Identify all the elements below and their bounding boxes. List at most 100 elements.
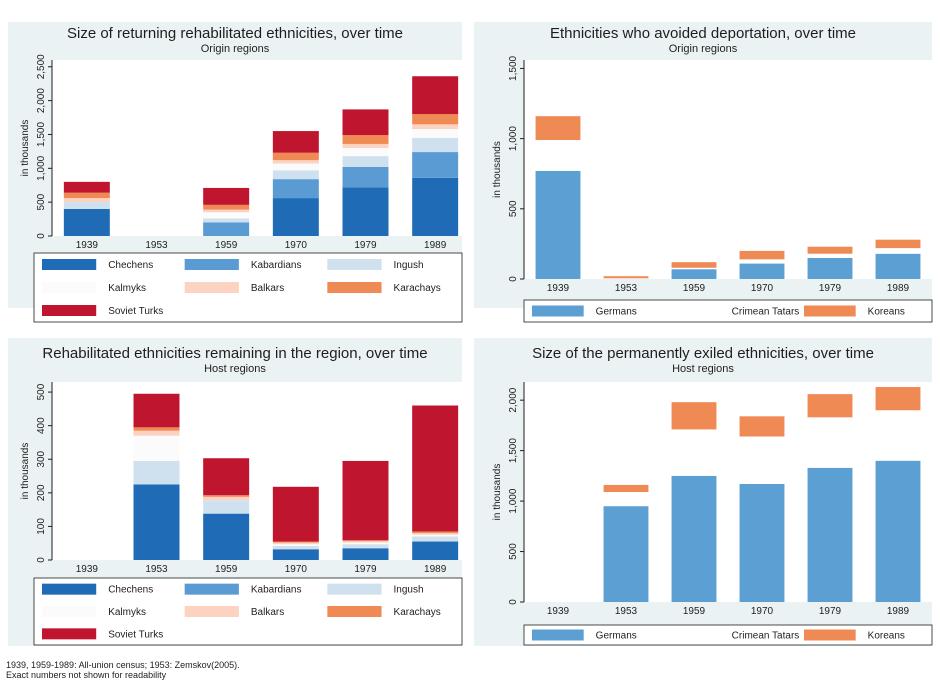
- bar-crimean-tatars-1959: [671, 267, 717, 270]
- bar-soviet-turks-1979: [342, 109, 389, 136]
- y-axis-label: in thousands: [20, 120, 31, 177]
- y-tick-label: 400: [36, 417, 47, 434]
- x-tick-label: 1953: [145, 564, 168, 575]
- y-tick-label: 1,000: [508, 488, 519, 513]
- bar-koreans-1959: [671, 402, 717, 430]
- bar-koreans-1959: [671, 262, 717, 268]
- y-tick-label: 500: [36, 383, 47, 400]
- legend-swatch-karachays: [327, 282, 382, 293]
- legend-box: [33, 252, 463, 323]
- bar-chechens-1989: [412, 177, 459, 236]
- x-tick-label: 1979: [354, 564, 377, 575]
- bar-crimean-tatars-1953: [603, 278, 649, 279]
- legend-label-kabardians: Kabardians: [251, 585, 302, 596]
- legend-label-balkars: Balkars: [251, 283, 284, 294]
- bar-balkars-1959: [203, 209, 250, 213]
- bar-chechens-1989: [412, 541, 459, 560]
- legend-box: [33, 577, 463, 646]
- y-tick-label: 2,000: [508, 387, 519, 412]
- legend-label-balkars: Balkars: [251, 607, 284, 618]
- legend-label-ingush: Ingush: [394, 585, 424, 596]
- bar-crimean-tatars-1959: [671, 429, 717, 476]
- bar-ingush-1989: [412, 536, 459, 542]
- bar-crimean-tatars-1970: [739, 436, 785, 484]
- x-tick-label: 1970: [285, 240, 308, 251]
- bar-koreans-1953: [603, 276, 649, 279]
- readability-note: Exact numbers not shown for readability: [6, 670, 167, 680]
- bar-germans-1953: [603, 506, 649, 602]
- bar-chechens-1970: [272, 549, 319, 560]
- bar-germans-1970: [739, 483, 785, 602]
- legend-swatch-soviet-turks: [42, 628, 97, 640]
- plot-area: [52, 382, 470, 560]
- legend-swatch-balkars: [184, 282, 239, 293]
- bar-soviet-turks-1959: [203, 187, 250, 205]
- bar-koreans-1970: [739, 416, 785, 437]
- bar-balkars-1953: [133, 430, 180, 436]
- legend-swatch-soviet-turks: [42, 305, 97, 316]
- bar-soviet-turks-1979: [342, 460, 389, 541]
- x-tick-label: 1989: [887, 283, 910, 294]
- bar-kabardians-1970: [272, 179, 319, 199]
- bar-balkars-1979: [342, 541, 389, 543]
- chart-title: Size of returning rehabilitated ethnicit…: [67, 25, 403, 42]
- bar-karachays-1979: [342, 540, 389, 542]
- bar-kalmyks-1953: [133, 435, 180, 461]
- panel-permanently-exiled: Size of the permanently exiled ethniciti…: [474, 338, 933, 646]
- legend-swatch-germans: [532, 629, 584, 641]
- bar-kalmyks-1989: [412, 129, 459, 138]
- x-tick-label: 1979: [819, 606, 842, 617]
- bar-kalmyks-1989: [412, 534, 459, 537]
- x-tick-label: 1939: [547, 283, 570, 294]
- x-tick-label: 1979: [354, 240, 377, 251]
- bar-kalmyks-1970: [272, 163, 319, 171]
- bar-crimean-tatars-1989: [875, 248, 921, 254]
- bar-germans-1939: [535, 170, 581, 279]
- x-tick-label: 1959: [683, 606, 706, 617]
- bar-ingush-1939: [63, 202, 110, 209]
- x-tick-label: 1959: [215, 564, 238, 575]
- legend-swatch-kabardians: [184, 259, 239, 270]
- legend-label-crimean-tatars: Crimean Tatars: [732, 307, 800, 318]
- legend-swatch-kalmyks: [42, 282, 97, 293]
- bar-germans-1979: [807, 257, 853, 279]
- y-axis-label: in thousands: [20, 443, 31, 500]
- x-tick-label: 1989: [424, 240, 447, 251]
- legend-label-soviet-turks: Soviet Turks: [108, 629, 163, 640]
- y-tick-label: 1,500: [508, 438, 519, 463]
- bar-soviet-turks-1970: [272, 131, 319, 153]
- plot-area: [524, 382, 932, 602]
- bar-karachays-1989: [412, 531, 459, 534]
- x-tick-label: 1970: [285, 564, 308, 575]
- legend-swatch-crimean-tatars: [668, 305, 720, 317]
- plot-area: [524, 60, 932, 279]
- legend-swatch-koreans: [804, 305, 856, 317]
- bar-crimean-tatars-1979: [807, 417, 853, 468]
- bar-koreans-1939: [535, 116, 581, 141]
- bar-karachays-1979: [342, 135, 389, 144]
- legend-swatch-germans: [532, 305, 584, 317]
- bar-chechens-1953: [133, 484, 180, 560]
- legend-swatch-kabardians: [184, 583, 239, 595]
- x-tick-label: 1989: [887, 606, 910, 617]
- bar-germans-1970: [739, 263, 785, 279]
- bar-ingush-1953: [133, 460, 180, 485]
- bar-ingush-1959: [203, 500, 250, 514]
- legend-label-kalmyks: Kalmyks: [108, 607, 146, 618]
- bar-chechens-1979: [342, 187, 389, 236]
- chart-subtitle: Origin regions: [669, 43, 738, 55]
- bar-soviet-turks-1970: [272, 486, 319, 542]
- bar-germans-1979: [807, 467, 853, 602]
- y-tick-label: 500: [508, 543, 519, 560]
- bar-chechens-1970: [272, 198, 319, 236]
- legend-label-ingush: Ingush: [394, 260, 424, 271]
- bar-soviet-turks-1959: [203, 458, 250, 496]
- legend-swatch-ingush: [327, 583, 382, 595]
- chart-title: Rehabilitated ethnicities remaining in t…: [42, 345, 427, 362]
- y-tick-label: 0: [508, 599, 519, 605]
- bar-balkars-1989: [412, 124, 459, 130]
- bar-soviet-turks-1989: [412, 405, 459, 532]
- bar-balkars-1959: [203, 496, 250, 501]
- bar-kabardians-1959: [203, 222, 250, 236]
- bar-germans-1959: [671, 475, 717, 602]
